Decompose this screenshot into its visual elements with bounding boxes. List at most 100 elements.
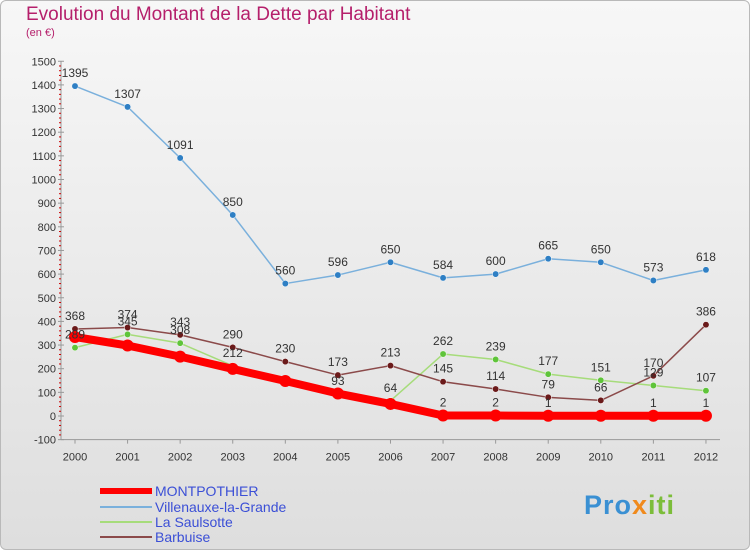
data-label-barbuise: 66: [594, 380, 608, 394]
data-point-barbuise: [229, 343, 237, 351]
x-tick-label: 2002: [168, 452, 192, 464]
data-label-montpothier: 1: [703, 396, 710, 410]
data-point-la-saulsotte: [702, 387, 710, 395]
data-point-montpothier: [121, 339, 134, 352]
x-tick-label: 2004: [273, 452, 297, 464]
y-tick-label: 800: [38, 222, 56, 234]
data-point-la-saulsotte: [649, 382, 657, 389]
data-label-la-saulsotte: 93: [331, 374, 345, 388]
data-point-villenauxe-la-grande: [544, 255, 552, 263]
y-tick-label: 1000: [32, 175, 56, 187]
proxiti-logo: Proxiti: [584, 490, 676, 520]
data-point-villenauxe-la-grande: [176, 154, 184, 162]
y-tick-label: 1100: [32, 151, 56, 163]
data-label-barbuise: 343: [170, 315, 190, 329]
y-tick-label: 500: [38, 293, 56, 305]
data-point-montpothier: [384, 397, 397, 410]
y-tick-label: 900: [38, 198, 56, 210]
data-label-la-saulsotte: 129: [643, 365, 663, 379]
data-label-la-saulsotte: 239: [486, 339, 506, 353]
data-label-villenauxe-la-grande: 665: [538, 239, 558, 253]
chart-subtitle: (en €): [26, 27, 55, 39]
data-label-barbuise: 230: [275, 342, 295, 356]
data-point-la-saulsotte: [439, 350, 447, 358]
data-label-barbuise: 374: [118, 308, 138, 322]
data-label-barbuise: 173: [328, 355, 348, 369]
data-point-barbuise: [597, 396, 605, 404]
data-point-montpothier: [542, 409, 555, 422]
data-label-villenauxe-la-grande: 1307: [114, 87, 141, 101]
x-tick-label: 2011: [642, 452, 666, 464]
data-label-villenauxe-la-grande: 650: [591, 242, 611, 256]
data-label-la-saulsotte: 262: [433, 334, 453, 348]
data-label-villenauxe-la-grande: 1395: [62, 66, 89, 80]
data-point-montpothier: [437, 409, 450, 422]
data-label-barbuise: 145: [433, 362, 453, 376]
data-label-montpothier: 1: [650, 396, 657, 410]
data-point-la-saulsotte: [544, 370, 552, 378]
chart-title: Evolution du Montant de la Dette par Hab…: [26, 4, 411, 25]
data-point-villenauxe-la-grande: [439, 274, 447, 282]
data-point-barbuise: [439, 378, 447, 386]
data-label-villenauxe-la-grande: 1091: [167, 138, 194, 152]
data-point-montpothier: [174, 350, 187, 363]
data-point-montpothier: [226, 362, 239, 375]
data-label-montpothier: 1: [545, 396, 552, 410]
data-point-barbuise: [492, 385, 500, 393]
data-label-barbuise: 170: [643, 356, 663, 370]
data-point-montpothier: [69, 331, 81, 344]
data-point-montpothier: [279, 374, 292, 387]
data-point-barbuise: [124, 324, 132, 331]
data-label-barbuise: 114: [486, 369, 505, 383]
data-label-la-saulsotte: 345: [118, 314, 138, 328]
legend-label-montpothier: MONTPOTHIER: [155, 483, 259, 499]
x-tick-label: 2005: [326, 452, 350, 464]
data-label-villenauxe-la-grande: 560: [275, 264, 295, 278]
data-point-montpothier: [594, 409, 607, 422]
y-tick-label: 1500: [32, 56, 56, 68]
data-label-la-saulsotte: 64: [384, 381, 398, 395]
data-label-la-saulsotte: 308: [170, 323, 190, 337]
data-point-villenauxe-la-grande: [124, 103, 132, 111]
data-point-villenauxe-la-grande: [229, 211, 237, 219]
chart-series: [69, 82, 712, 422]
y-tick-label: 300: [38, 340, 56, 352]
data-label-montpothier: 2: [492, 396, 499, 410]
y-tick-label: 1200: [32, 127, 56, 139]
data-point-la-saulsotte: [124, 330, 132, 338]
x-tick-label: 2000: [63, 452, 87, 464]
y-tick-label: 1300: [32, 104, 56, 116]
data-label-barbuise: 368: [65, 309, 85, 323]
data-label-la-saulsotte: 151: [591, 360, 611, 374]
data-label-la-saulsotte: 212: [223, 346, 243, 360]
data-point-villenauxe-la-grande: [649, 277, 657, 284]
data-point-barbuise: [387, 362, 394, 370]
data-point-montpothier: [489, 409, 502, 422]
data-point-barbuise: [544, 393, 552, 401]
data-label-la-saulsotte: 177: [538, 354, 558, 368]
data-point-la-saulsotte: [71, 344, 79, 352]
x-tick-label: 2007: [431, 452, 455, 464]
data-label-barbuise: 213: [380, 346, 400, 360]
x-tick-label: 2009: [536, 452, 560, 464]
data-point-villenauxe-la-grande: [71, 82, 79, 90]
data-label-villenauxe-la-grande: 584: [433, 258, 453, 272]
legend-label-barbuise: Barbuise: [155, 529, 211, 545]
x-tick-label: 2010: [589, 452, 613, 464]
data-point-villenauxe-la-grande: [281, 280, 289, 288]
y-tick-label: 1400: [32, 80, 56, 92]
data-point-villenauxe-la-grande: [702, 266, 710, 274]
y-tick-label: 100: [38, 387, 56, 399]
legend-swatch-montpothier: [100, 488, 152, 494]
chart-data-labels: 1395 1307 1091 850 560 596 650 584 600 665 650 573 6…: [62, 66, 717, 410]
data-point-la-saulsotte: [597, 376, 605, 384]
data-label-villenauxe-la-grande: 596: [328, 255, 348, 269]
y-tick-label: -100: [34, 435, 56, 447]
y-tick-label: 700: [38, 245, 56, 257]
legend-label-villenauxe: Villenauxe-la-Grande: [155, 499, 287, 515]
data-label-villenauxe-la-grande: 850: [223, 195, 243, 209]
data-point-villenauxe-la-grande: [597, 258, 605, 266]
data-point-montpothier: [647, 409, 660, 422]
